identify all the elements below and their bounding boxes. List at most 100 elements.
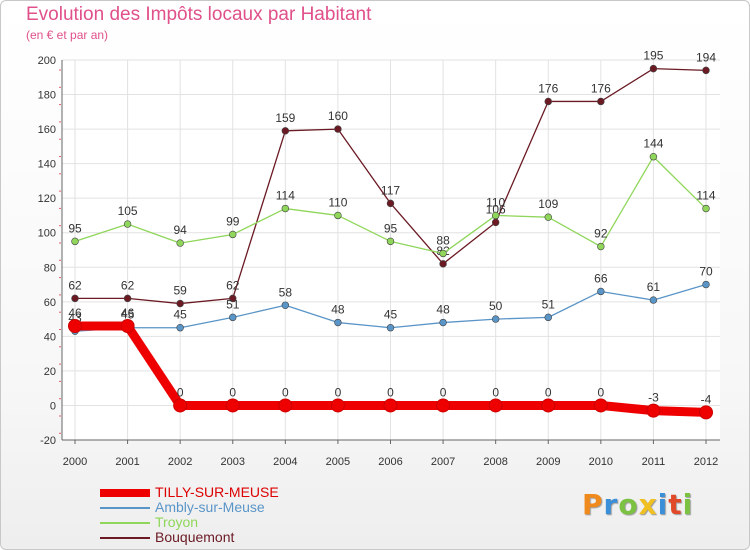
y-tick-label: 80: [44, 262, 56, 274]
data-label: 105: [118, 204, 138, 218]
data-label: 0: [597, 385, 604, 399]
data-label: 109: [538, 197, 558, 211]
data-point: [278, 398, 293, 413]
chart-subtitle: (en € et par an): [26, 28, 109, 42]
data-point: [491, 218, 500, 227]
data-point: [281, 127, 290, 135]
data-point: [386, 324, 395, 332]
data-point: [649, 64, 658, 73]
logo-letter: x: [638, 488, 658, 521]
data-label: 92: [594, 227, 608, 241]
data-label: 48: [331, 303, 345, 317]
legend-swatch: [100, 537, 150, 539]
data-point: [702, 280, 710, 289]
data-point: [544, 97, 552, 106]
data-label: 114: [696, 189, 715, 203]
x-tick-label: 2000: [63, 456, 87, 468]
data-point: [176, 239, 184, 247]
data-point: [176, 299, 184, 308]
legend-swatch: [100, 489, 150, 497]
logo-letter: o: [618, 488, 639, 521]
data-point: [646, 403, 661, 418]
y-tick-label: 180: [38, 90, 56, 102]
data-point: [229, 294, 237, 303]
data-label: 106: [486, 202, 506, 216]
data-point: [649, 296, 658, 304]
data-label: 176: [538, 81, 558, 95]
data-label: 95: [68, 221, 82, 235]
chart-legend: TILLY-SUR-MEUSE Ambly-sur-Meuse Troyon Bouq…: [100, 484, 320, 545]
data-point: [71, 237, 79, 246]
y-tick-label: -20: [40, 435, 56, 447]
data-label: 51: [542, 297, 556, 311]
legend-label: Troyon: [155, 514, 199, 530]
data-label: 0: [229, 385, 236, 399]
data-point: [173, 398, 188, 413]
data-point: [702, 204, 710, 213]
data-point: [229, 230, 237, 239]
legend-swatch: [100, 507, 150, 509]
x-tick-label: 2004: [273, 456, 297, 468]
data-point: [334, 125, 342, 133]
y-tick-label: 60: [44, 297, 56, 309]
data-point: [383, 398, 398, 413]
data-label: -4: [701, 392, 712, 406]
data-point: [649, 153, 658, 161]
data-label: 114: [276, 189, 295, 203]
y-tick-label: 120: [38, 193, 56, 205]
data-label: 160: [328, 109, 348, 123]
data-label: 0: [545, 385, 552, 399]
y-tick-label: 20: [44, 366, 56, 378]
data-label: 51: [226, 297, 240, 311]
y-tick-label: 160: [38, 124, 56, 136]
data-label: 45: [384, 308, 398, 322]
logo-letter: t: [668, 488, 683, 521]
data-point: [68, 319, 82, 333]
legend-item: Bouquemont: [100, 529, 320, 545]
data-point: [225, 398, 240, 413]
data-label: 59: [173, 284, 187, 298]
data-label: 45: [173, 308, 187, 322]
x-tick-label: 2001: [115, 456, 139, 468]
data-label: 58: [279, 285, 293, 299]
y-tick-label: 140: [38, 159, 56, 171]
data-label: 110: [486, 195, 505, 209]
x-tick-label: 2011: [642, 456, 666, 468]
y-tick-label: 0: [50, 400, 56, 412]
data-label: 0: [335, 385, 342, 399]
x-tick-label: 2005: [326, 456, 350, 468]
x-tick-label: 2003: [221, 456, 245, 468]
legend-swatch: [100, 522, 150, 524]
data-label: 0: [177, 385, 184, 399]
data-point: [71, 294, 79, 303]
data-point: [699, 405, 713, 420]
data-point: [702, 66, 710, 75]
x-tick-label: 2010: [589, 456, 613, 468]
data-point: [439, 318, 447, 327]
data-point: [176, 324, 184, 332]
data-label: 159: [275, 111, 295, 125]
data-point: [281, 204, 290, 213]
x-tick-label: 2012: [694, 456, 718, 468]
data-label: 62: [68, 278, 82, 292]
data-point: [123, 220, 132, 228]
data-point: [593, 398, 608, 413]
data-label: 117: [381, 183, 400, 197]
data-label: 50: [489, 299, 503, 313]
data-label: -3: [648, 391, 659, 405]
data-label: 95: [384, 221, 398, 235]
data-label: 195: [643, 49, 663, 63]
x-tick-label: 2006: [378, 456, 402, 468]
y-tick-label: 100: [38, 228, 56, 240]
data-label: 46: [68, 306, 82, 320]
data-label: 66: [594, 271, 608, 285]
data-label: 176: [591, 81, 611, 95]
logo-letter: i: [682, 488, 694, 521]
data-label: 46: [121, 306, 135, 320]
proxiti-logo: Proxiti: [582, 488, 693, 521]
data-label: 62: [121, 278, 135, 292]
data-label: 0: [387, 385, 394, 399]
data-point: [330, 398, 345, 413]
x-tick-label: 2009: [536, 456, 560, 468]
data-point: [436, 398, 451, 413]
